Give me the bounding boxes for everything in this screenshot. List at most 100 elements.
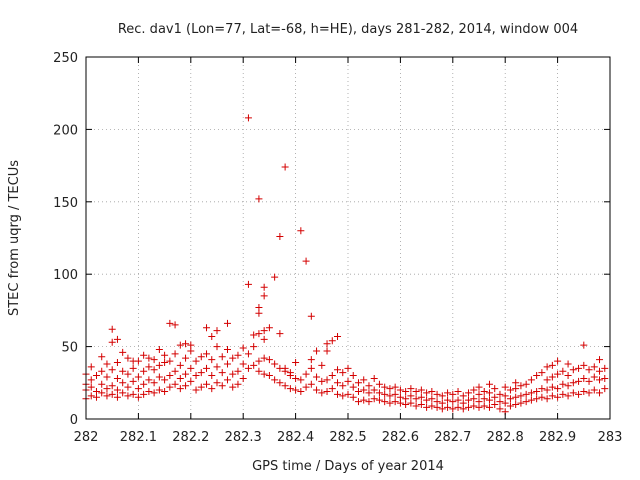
data-point bbox=[176, 385, 184, 393]
data-point bbox=[260, 327, 268, 335]
data-point bbox=[496, 390, 504, 398]
data-point bbox=[601, 374, 609, 382]
data-point bbox=[569, 366, 577, 374]
x-tick-label: 282.6 bbox=[382, 430, 419, 445]
data-point bbox=[124, 383, 132, 391]
data-point bbox=[554, 370, 562, 378]
x-tick-label: 282.4 bbox=[277, 430, 314, 445]
data-point bbox=[370, 386, 378, 394]
data-point bbox=[323, 347, 331, 355]
data-point bbox=[113, 393, 121, 401]
y-tick-label: 100 bbox=[53, 268, 78, 283]
data-point bbox=[213, 327, 221, 335]
data-point bbox=[119, 348, 127, 356]
data-point bbox=[580, 387, 588, 395]
data-point bbox=[334, 366, 342, 374]
data-point bbox=[103, 392, 111, 400]
data-point bbox=[203, 350, 211, 358]
data-point bbox=[255, 357, 263, 365]
data-point bbox=[155, 361, 163, 369]
data-point bbox=[108, 325, 116, 333]
data-point bbox=[459, 399, 467, 407]
data-point bbox=[543, 395, 551, 403]
data-point bbox=[349, 372, 357, 380]
data-point bbox=[480, 402, 488, 410]
data-point bbox=[512, 379, 520, 387]
data-point bbox=[601, 364, 609, 372]
data-point bbox=[187, 341, 195, 349]
data-point bbox=[103, 385, 111, 393]
data-point bbox=[140, 390, 148, 398]
data-point bbox=[113, 359, 121, 367]
data-point bbox=[334, 379, 342, 387]
data-point bbox=[375, 389, 383, 397]
data-point bbox=[87, 376, 95, 384]
data-point bbox=[554, 357, 562, 365]
data-point bbox=[449, 390, 457, 398]
data-point bbox=[349, 383, 357, 391]
data-point bbox=[590, 373, 598, 381]
data-point bbox=[213, 363, 221, 371]
data-point bbox=[150, 356, 158, 364]
data-point bbox=[234, 351, 242, 359]
data-point bbox=[255, 195, 263, 203]
data-point bbox=[470, 386, 478, 394]
data-point bbox=[203, 324, 211, 332]
data-point bbox=[213, 343, 221, 351]
data-point bbox=[475, 383, 483, 391]
data-point bbox=[250, 331, 258, 339]
data-point bbox=[501, 383, 509, 391]
y-tick-label: 0 bbox=[70, 413, 78, 428]
data-point bbox=[134, 357, 142, 365]
data-point bbox=[155, 386, 163, 394]
data-point bbox=[485, 389, 493, 397]
data-point bbox=[433, 390, 441, 398]
data-point bbox=[354, 387, 362, 395]
data-point bbox=[517, 392, 525, 400]
data-point bbox=[255, 330, 263, 338]
data-point bbox=[580, 341, 588, 349]
data-point bbox=[470, 402, 478, 410]
data-point bbox=[533, 372, 541, 380]
data-point bbox=[208, 385, 216, 393]
data-point bbox=[161, 387, 169, 395]
data-point bbox=[506, 402, 514, 410]
data-point bbox=[244, 350, 252, 358]
data-point bbox=[286, 369, 294, 377]
data-point bbox=[223, 360, 231, 368]
data-point bbox=[496, 398, 504, 406]
data-point bbox=[161, 376, 169, 384]
data-point bbox=[134, 373, 142, 381]
data-point bbox=[491, 385, 499, 393]
data-point bbox=[281, 364, 289, 372]
data-point bbox=[197, 369, 205, 377]
data-point bbox=[365, 389, 373, 397]
data-point bbox=[396, 393, 404, 401]
chart-title: Rec. dav1 (Lon=77, Lat=-68, h=HE), days … bbox=[118, 22, 578, 37]
data-point bbox=[596, 389, 604, 397]
data-point bbox=[480, 387, 488, 395]
data-point bbox=[501, 399, 509, 407]
data-point bbox=[239, 344, 247, 352]
data-point bbox=[402, 395, 410, 403]
data-point bbox=[527, 396, 535, 404]
data-point bbox=[161, 351, 169, 359]
data-point bbox=[370, 395, 378, 403]
data-point bbox=[265, 324, 273, 332]
data-point bbox=[265, 372, 273, 380]
y-axis-ticks: 0 50 100 150 200 250 bbox=[53, 51, 610, 428]
data-point bbox=[559, 390, 567, 398]
data-point bbox=[260, 354, 268, 362]
data-point bbox=[223, 345, 231, 353]
data-point bbox=[192, 372, 200, 380]
data-point bbox=[596, 376, 604, 384]
data-point bbox=[533, 387, 541, 395]
data-point bbox=[318, 361, 326, 369]
data-point bbox=[145, 354, 153, 362]
data-point bbox=[407, 399, 415, 407]
data-point bbox=[260, 335, 268, 343]
data-point bbox=[517, 382, 525, 390]
data-point bbox=[286, 385, 294, 393]
data-point bbox=[323, 340, 331, 348]
data-point bbox=[391, 383, 399, 391]
